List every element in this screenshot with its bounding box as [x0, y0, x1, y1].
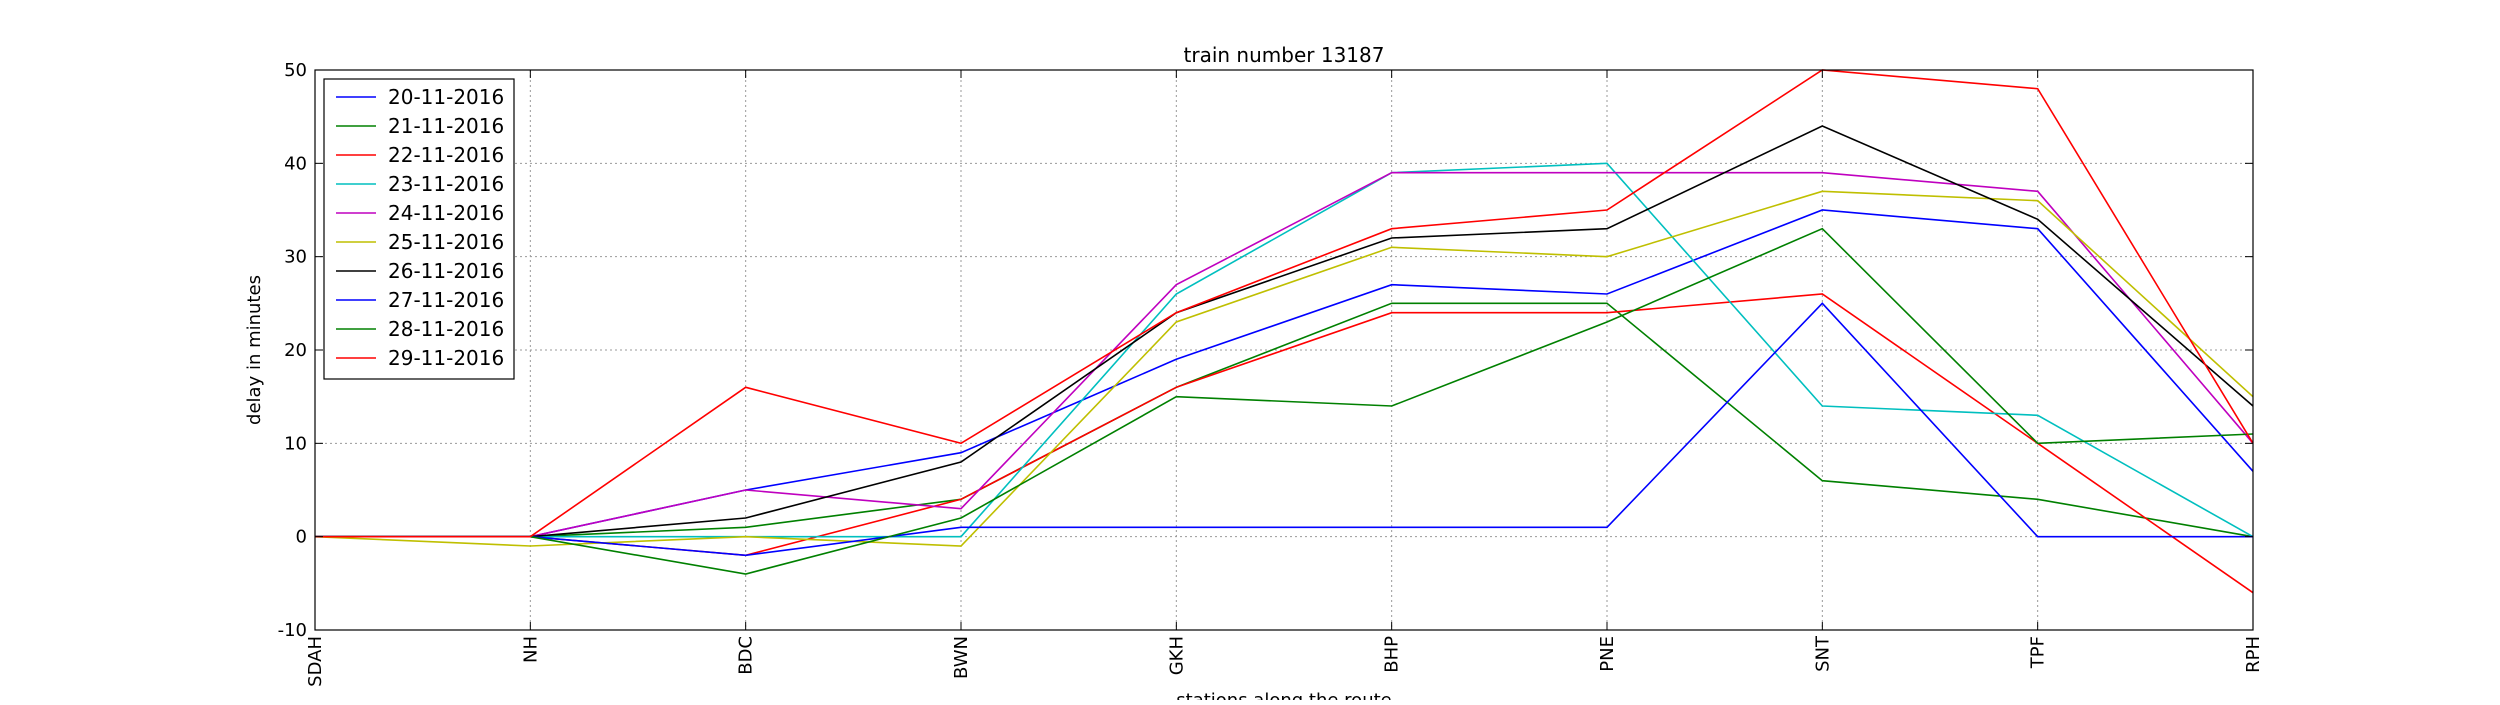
- series-line-29-11-2016: [315, 69, 2254, 538]
- legend-label: 20-11-2016: [388, 85, 504, 109]
- x-tick-label: BDC: [736, 636, 757, 675]
- legend-label: 24-11-2016: [388, 201, 504, 225]
- y-tick-label: 10: [284, 433, 307, 454]
- legend-label: 26-11-2016: [388, 259, 504, 283]
- y-tick-label: 50: [284, 60, 307, 81]
- x-tick-label: PNE: [1597, 636, 1618, 672]
- legend-label: 21-11-2016: [388, 114, 504, 138]
- x-tick-label: SNT: [1812, 635, 1833, 672]
- y-tick-label: 0: [296, 527, 307, 548]
- legend-label: 25-11-2016: [388, 230, 504, 254]
- x-tick-label: BWN: [951, 636, 972, 679]
- x-tick-label: GKH: [1166, 636, 1187, 675]
- x-tick-label: TPF: [2028, 636, 2049, 669]
- legend: 20-11-2016 21-11-2016 22-11-2016 23-11-2016…: [323, 78, 515, 380]
- series-line-25-11-2016: [314, 190, 2254, 547]
- series-line-24-11-2016: [315, 171, 2254, 538]
- x-tick-label: SDAH: [305, 636, 326, 687]
- series-line-27-11-2016: [315, 302, 2253, 557]
- legend-label: 22-11-2016: [388, 143, 504, 167]
- y-tick-label: -10: [278, 620, 307, 641]
- series-line-28-11-2016: [315, 227, 2254, 575]
- chart-title: train number 13187: [1184, 43, 1385, 67]
- legend-label: 23-11-2016: [388, 172, 504, 196]
- legend-label: 27-11-2016: [388, 288, 504, 312]
- x-tick-label: NH: [520, 636, 541, 663]
- y-tick-label: 30: [284, 247, 307, 268]
- legend-label: 28-11-2016: [388, 317, 504, 341]
- y-axis-label: delay in minutes: [244, 275, 265, 425]
- axis-ticks: -10 0 10 20 30 40 50 SDAH NH BDC BWN GKH BHP PNE SNT TP…: [278, 60, 2264, 687]
- series-line-20-11-2016: [315, 209, 2254, 538]
- series-line-26-11-2016: [315, 125, 2254, 538]
- x-tick-label: BHP: [1382, 636, 1403, 673]
- series-line-21-11-2016: [315, 302, 2254, 538]
- y-tick-label: 40: [284, 153, 307, 174]
- series-lines: [314, 69, 2254, 594]
- x-tick-label: RPH: [2243, 636, 2264, 673]
- legend-label: 29-11-2016: [388, 346, 504, 370]
- x-axis-label: stations along the route: [1176, 690, 1391, 700]
- series-line-23-11-2016: [315, 162, 2254, 538]
- y-tick-label: 20: [284, 340, 307, 361]
